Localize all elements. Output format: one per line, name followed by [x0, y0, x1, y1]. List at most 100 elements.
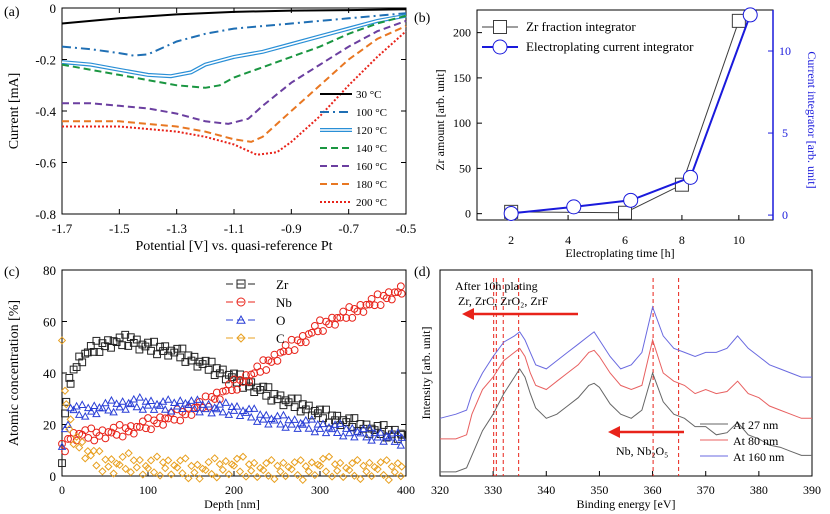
data-point	[345, 414, 354, 423]
panel-b-label: (b)	[414, 11, 431, 26]
data-point	[307, 458, 316, 467]
data-point	[336, 313, 345, 322]
data-point	[92, 461, 101, 470]
data-point	[126, 399, 136, 408]
series-line	[61, 14, 407, 89]
data-point	[118, 452, 127, 462]
series-line-outer	[61, 13, 407, 79]
data-point	[316, 405, 324, 414]
data-point	[193, 362, 202, 371]
data-point	[397, 430, 406, 439]
data-point	[290, 346, 299, 354]
legend-label: At 27 nm	[733, 418, 779, 432]
panel-c-label: (c)	[4, 265, 20, 280]
data-point	[201, 465, 210, 475]
panel-a-ticks: -1.7 -1.5 -1.3 -1.1 -0.9 -0.7 -0.5 0 -0.2 -0.4 -0.…	[35, 1, 416, 236]
data-point	[270, 474, 279, 484]
panel-c-ylabel: Atomic concentration [%]	[7, 300, 22, 446]
y-tick-label: 150	[453, 71, 471, 85]
data-point	[307, 328, 316, 337]
data-point	[101, 434, 110, 443]
data-point	[270, 415, 279, 424]
data-point	[290, 403, 299, 412]
data-point	[184, 474, 193, 483]
data-point	[319, 414, 327, 423]
data-point	[118, 397, 127, 405]
data-point	[115, 402, 124, 411]
x-tick-label: 340	[537, 483, 555, 497]
data-point	[207, 357, 216, 366]
data-point	[273, 461, 282, 470]
data-point	[310, 470, 319, 480]
data-point	[373, 422, 382, 430]
panel-c-plot-frame	[61, 269, 407, 477]
y-tick-label: 200	[453, 26, 471, 40]
legend-label: 200 °C	[356, 197, 387, 209]
data-point	[332, 428, 342, 436]
data-point	[224, 470, 233, 479]
data-point	[72, 432, 81, 441]
data-point	[65, 425, 74, 434]
data-point	[167, 409, 176, 417]
data-point	[201, 392, 210, 401]
data-point	[367, 471, 376, 481]
legend-label: 160 °C	[356, 161, 387, 173]
panel-c-xlabel: Depth [nm]	[204, 497, 260, 511]
legend-label: C	[276, 331, 285, 346]
data-point	[104, 405, 113, 414]
data-point	[241, 408, 251, 416]
data-point	[78, 437, 87, 447]
y-tick-label: 50	[459, 161, 471, 175]
legend-label: 100 °C	[356, 107, 387, 119]
data-point	[236, 370, 244, 379]
panel-c-legend: Zr Nb OC	[226, 277, 292, 346]
data-point	[132, 402, 142, 411]
data-point	[132, 422, 141, 431]
data-point	[307, 414, 317, 423]
data-point	[181, 454, 190, 463]
data-point	[215, 395, 224, 404]
y-tick-label-secondary: 5	[782, 126, 788, 140]
data-point	[290, 458, 299, 467]
data-point	[207, 408, 216, 417]
x-tick-label: -1.5	[109, 221, 130, 236]
series-line	[439, 305, 812, 419]
data-point	[163, 395, 173, 403]
legend-marker	[493, 20, 507, 34]
data-point	[176, 396, 185, 404]
data-point	[232, 454, 242, 463]
data-point	[345, 303, 354, 311]
x-tick-label: 6	[622, 233, 628, 247]
data-point	[253, 472, 262, 482]
data-point	[262, 410, 271, 419]
data-point	[166, 406, 176, 415]
panel-d-xlabel: Binding energy [eV]	[576, 497, 675, 511]
data-point	[98, 403, 107, 412]
data-point	[373, 432, 382, 441]
data-point	[264, 471, 273, 480]
data-point	[276, 419, 285, 428]
data-point	[339, 307, 348, 316]
data-point	[72, 401, 81, 410]
data-point	[287, 465, 296, 474]
data-point	[121, 330, 130, 339]
data-point	[124, 398, 133, 407]
data-point	[66, 415, 75, 424]
data-point	[281, 423, 290, 431]
data-point	[141, 424, 150, 433]
data-point	[86, 406, 96, 415]
y-tick-label: 0	[50, 469, 57, 484]
data-point	[173, 344, 182, 353]
panel-d-legend: At 27 nm At 80 nm At 160 nm	[700, 418, 785, 464]
data-point	[198, 464, 207, 473]
data-point	[267, 455, 276, 465]
data-point	[221, 386, 230, 395]
panel-a-label: (a)	[4, 5, 20, 20]
panel-a-ylabel: Current [mA]	[7, 73, 22, 150]
y-tick-label: -0.8	[35, 207, 56, 222]
y-tick-label: -0.4	[35, 104, 56, 119]
legend-marker	[236, 297, 246, 307]
data-point	[170, 415, 179, 424]
data-point	[198, 400, 207, 408]
data-point	[333, 411, 342, 420]
